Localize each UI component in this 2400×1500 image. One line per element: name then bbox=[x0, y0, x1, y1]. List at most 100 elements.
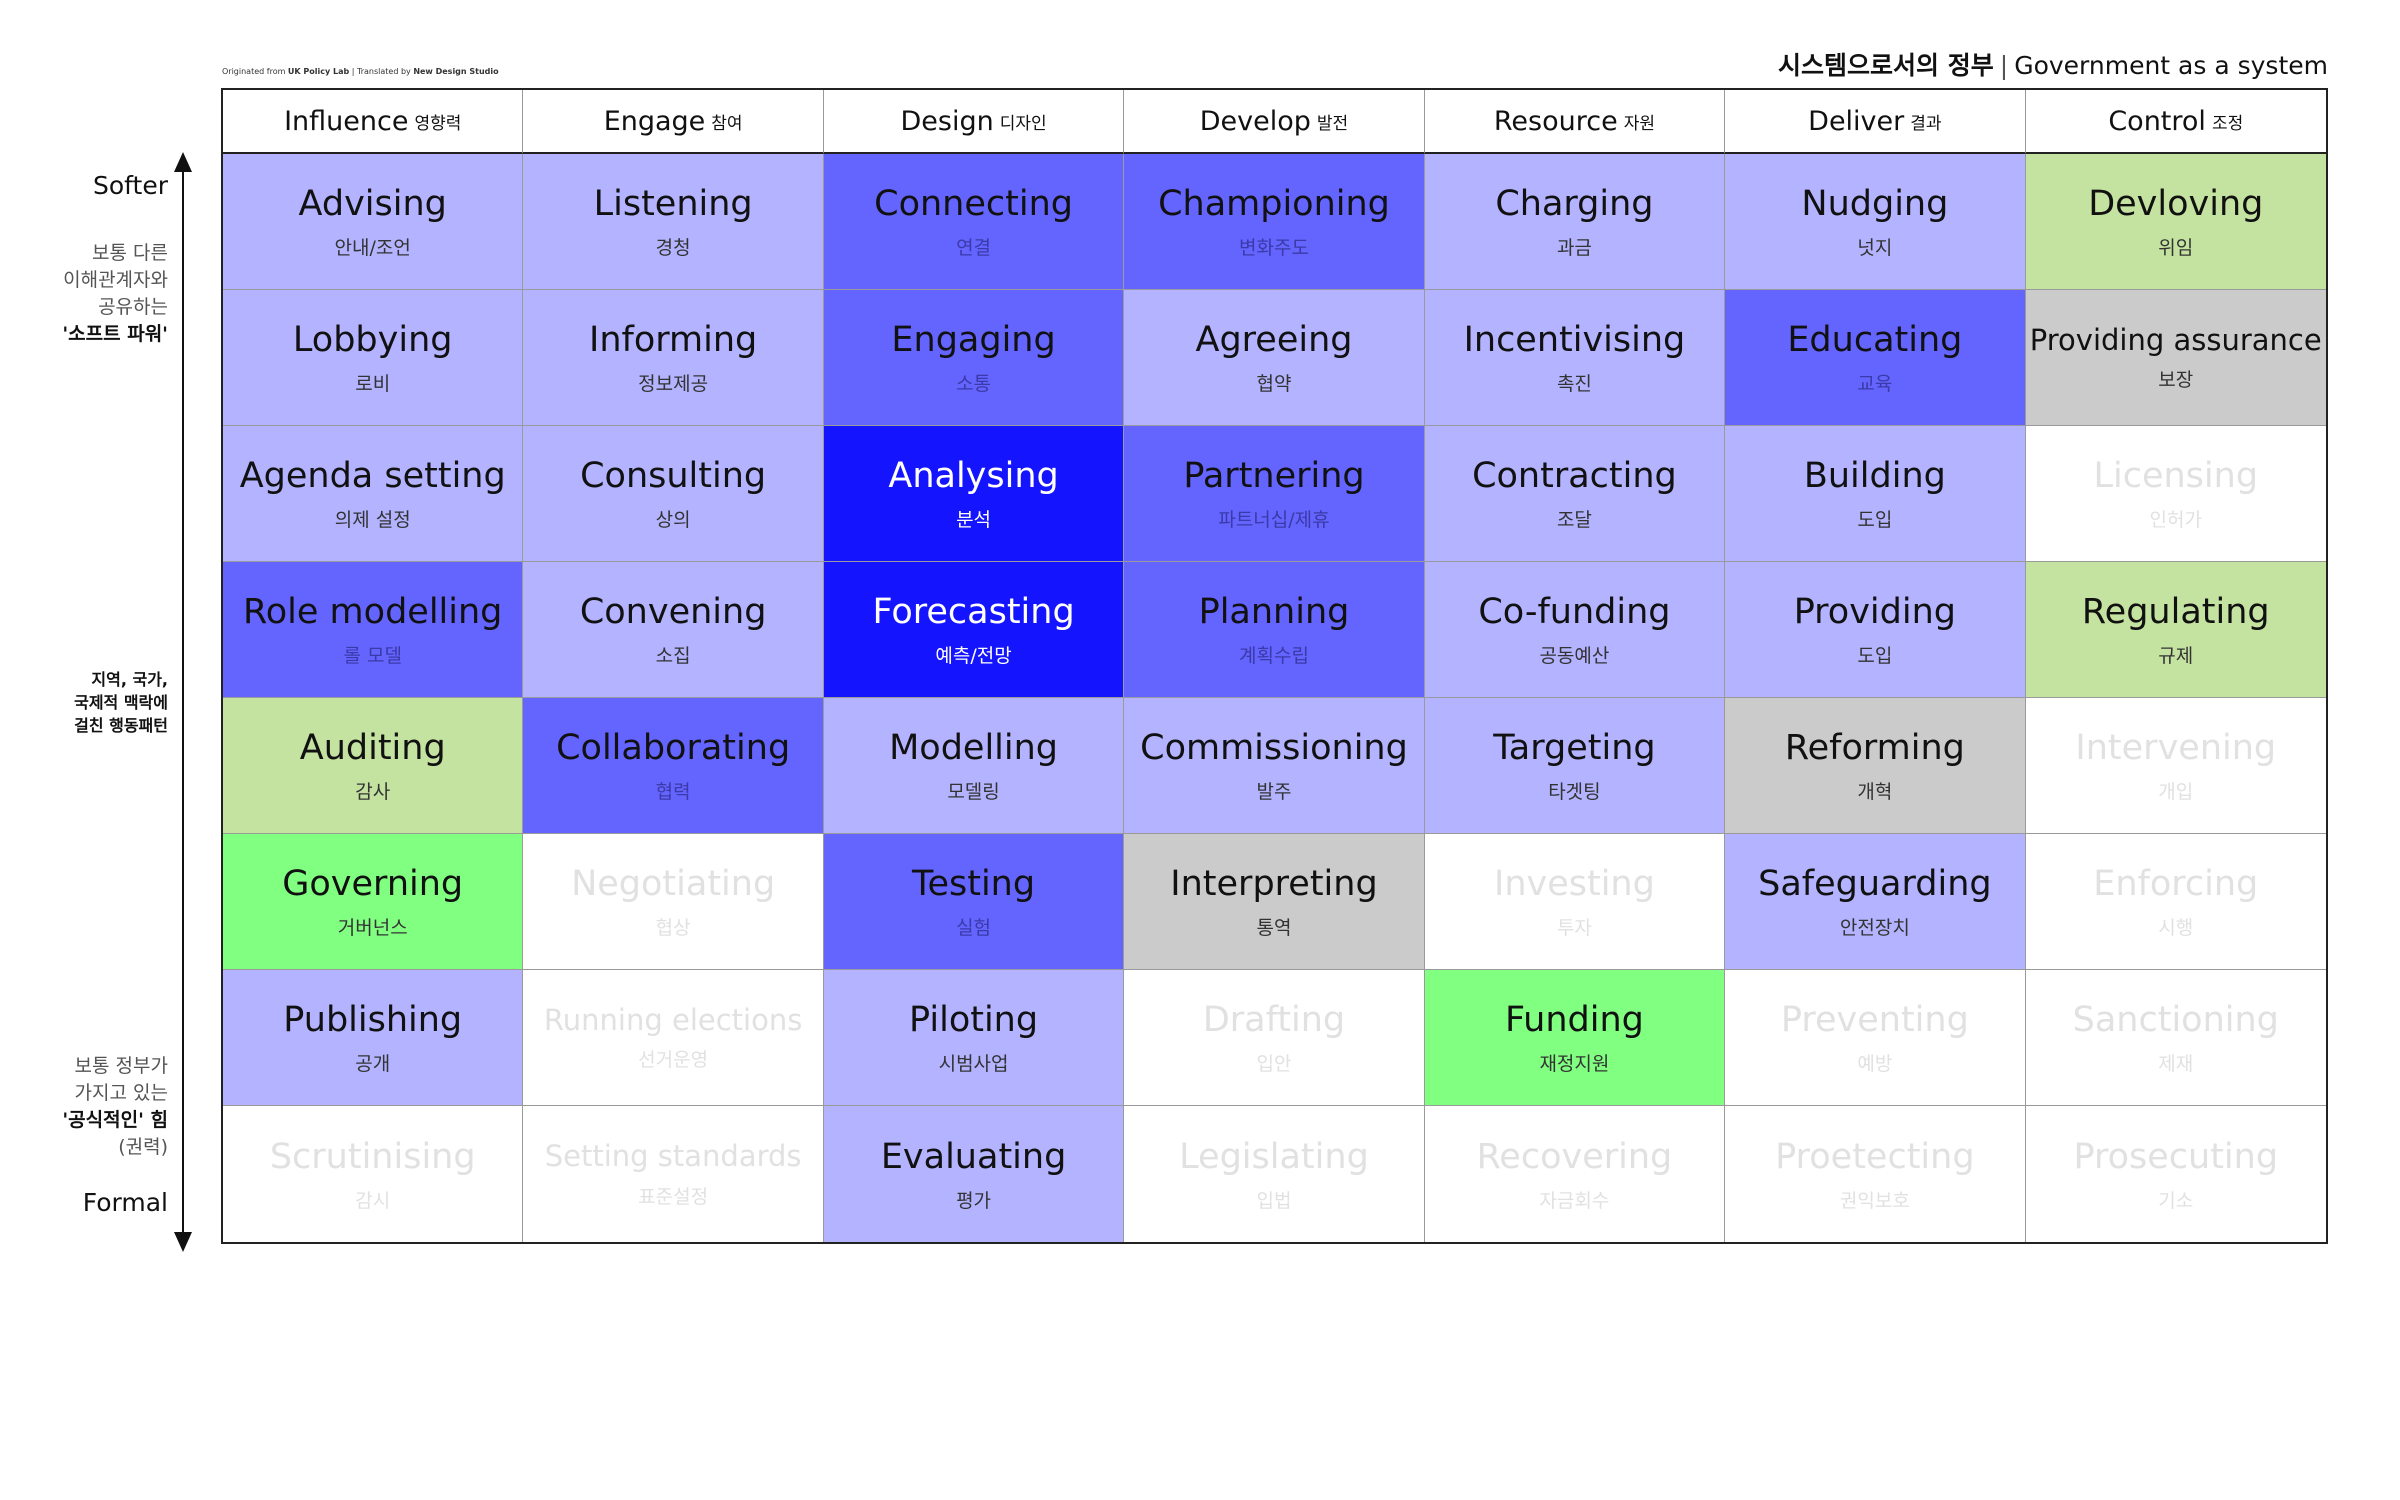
activity-name: Role modelling bbox=[243, 592, 503, 632]
title-separator: | bbox=[1999, 51, 2009, 80]
activity-name-ko: 변화주도 bbox=[1239, 237, 1309, 259]
axis-note-bottom: 보통 정부가 가지고 있는 '공식적인' 힘 (권력) bbox=[62, 1053, 168, 1161]
activity-cell: Convening 소집 bbox=[523, 562, 824, 698]
column-header-ko: 결과 bbox=[1910, 113, 1942, 134]
activity-cell: Charging 과금 bbox=[1424, 154, 1726, 290]
activity-name-ko: 위임 bbox=[2158, 237, 2194, 259]
credit-org: UK Policy Lab bbox=[287, 67, 350, 76]
activity-name-ko: 상의 bbox=[655, 509, 691, 531]
activity-name: Charging bbox=[1495, 184, 1654, 224]
activity-cell: Publishing 공개 bbox=[223, 970, 524, 1106]
activity-name-ko: 과금 bbox=[1556, 237, 1592, 259]
activity-name: Providing bbox=[1793, 592, 1956, 632]
activity-cell: Recovering 자금회수 bbox=[1424, 1106, 1726, 1242]
activity-name: Engaging bbox=[891, 320, 1056, 360]
column-header-ko: 조정 bbox=[2211, 113, 2244, 134]
activity-name-ko: 발주 bbox=[1256, 781, 1292, 803]
column-header: Develop 발전 bbox=[1124, 90, 1425, 154]
activity-name-ko: 입법 bbox=[1256, 1189, 1292, 1212]
activity-name: Governing bbox=[282, 864, 464, 904]
activity-cell: Partnering 파트너십/제휴 bbox=[1124, 426, 1425, 562]
column-header-en: Engage bbox=[603, 105, 706, 137]
activity-name-ko: 분석 bbox=[956, 509, 992, 531]
activity-cell: Educating 교육 bbox=[1725, 290, 2026, 426]
activity-name-ko: 개혁 bbox=[1857, 781, 1893, 803]
activity-name: Preventing bbox=[1780, 1000, 1969, 1040]
activity-cell: Enforcing 시행 bbox=[2025, 834, 2326, 970]
activity-cell: Connecting 연결 bbox=[823, 154, 1125, 290]
activity-cell: Governing 거버넌스 bbox=[223, 834, 524, 970]
activity-cell: Proetecting 권익보호 bbox=[1725, 1106, 2026, 1242]
activity-cell: Analysing 분석 bbox=[823, 426, 1125, 562]
axis-note-bottom-last: (권력) bbox=[118, 1136, 168, 1158]
activity-name-ko: 모델링 bbox=[947, 781, 1000, 803]
activity-name-ko: 롤 모델 bbox=[343, 645, 402, 667]
activity-cell: Incentivising 촉진 bbox=[1424, 290, 1726, 426]
column-header-en: Resource bbox=[1493, 105, 1618, 137]
activity-name: Co-funding bbox=[1478, 592, 1671, 632]
title-korean: 시스템으로서의 정부 bbox=[1778, 51, 1994, 80]
axis-note-top-line: 이해관계자와 bbox=[63, 269, 168, 291]
activity-name: Nudging bbox=[1801, 184, 1949, 224]
activity-name-ko: 협상 bbox=[655, 917, 691, 939]
activity-name-ko: 감시 bbox=[355, 1189, 391, 1212]
arrow-down-icon bbox=[174, 1232, 192, 1252]
activity-cell: Advising 안내/조언 bbox=[223, 154, 524, 290]
activity-cell: Co-funding 공동예산 bbox=[1424, 562, 1726, 698]
column-header: Engage 참여 bbox=[523, 90, 824, 154]
activity-cell: Lobbying 로비 bbox=[223, 290, 524, 426]
activity-name-ko: 넛지 bbox=[1857, 237, 1893, 259]
activity-name: Championing bbox=[1158, 184, 1390, 224]
activity-name-ko: 도입 bbox=[1857, 509, 1893, 531]
activity-cell: Championing 변화주도 bbox=[1124, 154, 1425, 290]
axis-note-middle-line: 걸친 행동패턴 bbox=[74, 716, 168, 735]
activity-name: Evaluating bbox=[880, 1136, 1067, 1177]
activity-name: Building bbox=[1803, 456, 1946, 496]
activity-name-ko: 실험 bbox=[956, 917, 992, 939]
activity-cell: Commissioning 발주 bbox=[1124, 698, 1425, 834]
activity-cell: Listening 경청 bbox=[523, 154, 824, 290]
activity-name-ko: 투자 bbox=[1556, 917, 1592, 939]
activity-cell: Modelling 모델링 bbox=[823, 698, 1125, 834]
activity-name: Proetecting bbox=[1775, 1136, 1975, 1177]
activity-cell: Negotiating 협상 bbox=[523, 834, 824, 970]
activity-name: Drafting bbox=[1202, 1000, 1346, 1040]
activity-name: Regulating bbox=[2081, 592, 2270, 632]
column-header: Deliver 결과 bbox=[1725, 90, 2026, 154]
activity-name-ko: 입안 bbox=[1256, 1053, 1292, 1075]
activity-cell: Role modelling 롤 모델 bbox=[223, 562, 524, 698]
column-header-en: Control bbox=[2108, 105, 2206, 137]
activity-cell: Preventing 예방 bbox=[1725, 970, 2026, 1106]
activity-name: Targeting bbox=[1493, 728, 1656, 768]
activity-cell: Engaging 소통 bbox=[823, 290, 1125, 426]
activity-name: Analysing bbox=[888, 456, 1059, 496]
arrow-up-icon bbox=[174, 152, 192, 172]
activity-name-ko: 통역 bbox=[1256, 917, 1292, 939]
column-header: Control 조정 bbox=[2025, 90, 2326, 154]
activity-name: Agreeing bbox=[1195, 320, 1353, 360]
activity-name-ko: 예측/전망 bbox=[935, 645, 1012, 667]
activity-name: Advising bbox=[298, 184, 447, 224]
activity-cell: Legislating 입법 bbox=[1124, 1106, 1425, 1242]
activity-name: Incentivising bbox=[1463, 320, 1686, 360]
activity-name: Publishing bbox=[283, 1000, 463, 1040]
activity-cell: Planning 계획수립 bbox=[1124, 562, 1425, 698]
activity-name-ko: 표준설정 bbox=[638, 1185, 709, 1208]
activity-name-ko: 보장 bbox=[2158, 369, 2194, 392]
axis-note-bottom-line: 가지고 있는 bbox=[74, 1082, 168, 1104]
activity-cell: Prosecuting 기소 bbox=[2025, 1106, 2326, 1242]
axis-label-softer: Softer bbox=[93, 171, 168, 200]
activity-name-ko: 인허가 bbox=[2149, 509, 2202, 531]
activity-cell: Drafting 입안 bbox=[1124, 970, 1425, 1106]
activity-cell: Agenda setting 의제 설정 bbox=[223, 426, 524, 562]
activity-cell: Providing assurance 보장 bbox=[2025, 290, 2326, 426]
activity-name-ko: 시범사업 bbox=[938, 1053, 1009, 1075]
activity-name: Convening bbox=[579, 592, 767, 632]
axis-note-bottom-line: 보통 정부가 bbox=[74, 1055, 168, 1077]
activity-cell: Contracting 조달 bbox=[1424, 426, 1726, 562]
activity-name-ko: 교육 bbox=[1857, 373, 1893, 395]
activity-cell: Investing 투자 bbox=[1424, 834, 1726, 970]
activity-name-ko: 재정지원 bbox=[1539, 1053, 1610, 1075]
activity-name-ko: 시행 bbox=[2158, 917, 2194, 939]
activity-cell: Licensing 인허가 bbox=[2025, 426, 2326, 562]
